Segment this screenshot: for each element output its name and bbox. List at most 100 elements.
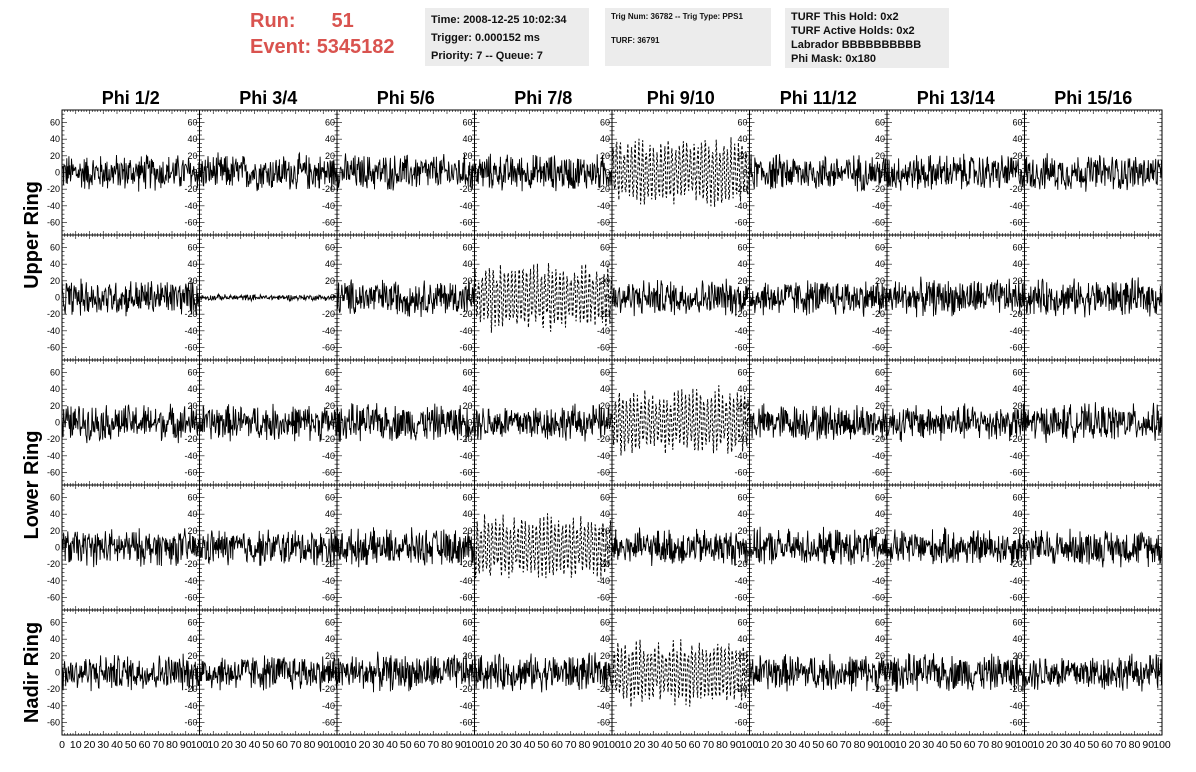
y-tick-label: 60: [600, 118, 610, 128]
y-tick-label: 60: [737, 243, 747, 253]
y-tick-label: 20: [737, 276, 747, 286]
y-tick-label: 40: [187, 509, 197, 519]
y-tick-label: -60: [47, 593, 60, 603]
waveform-panel: -60 -40 -20 0 20 40 60: [459, 234, 613, 361]
y-tick-label: -40: [1009, 451, 1022, 461]
event-label: Event:: [250, 36, 312, 58]
ring-label: Nadir Ring: [21, 622, 43, 723]
y-tick-label: 60: [600, 368, 610, 378]
y-tick-label: -60: [872, 468, 885, 478]
waveform-trace: [336, 279, 475, 318]
waveform-trace: [611, 527, 750, 567]
column-header: Phi 13/14: [917, 88, 995, 108]
y-tick-label: 40: [50, 384, 60, 394]
y-tick-label: 0: [605, 543, 610, 553]
y-tick-label: 40: [325, 509, 335, 519]
y-tick-label: 40: [600, 384, 610, 394]
y-tick-label: 20: [462, 526, 472, 536]
y-tick-label: 40: [187, 134, 197, 144]
waveform-trace: [749, 403, 888, 441]
y-tick-label: -20: [184, 184, 197, 194]
y-tick-label: 20: [325, 401, 335, 411]
turf-info-box: TURF This Hold: 0x2 TURF Active Holds: 0…: [785, 8, 949, 68]
y-tick-label: 60: [187, 493, 197, 503]
y-tick-label: -60: [47, 343, 60, 353]
y-tick-label: -40: [184, 326, 197, 336]
waveform-panel: -60 -40 -20 0 20 40 60: [597, 234, 750, 361]
y-tick-label: 60: [875, 368, 885, 378]
waveform-panel: -60 -40 -20 0 20 40 60: [322, 359, 475, 486]
y-tick-label: 0: [55, 418, 60, 428]
y-tick-label: 0: [605, 293, 610, 303]
column-header: Phi 3/4: [239, 88, 297, 108]
y-tick-label: -40: [459, 451, 472, 461]
column-header: Phi 15/16: [1054, 88, 1132, 108]
y-tick-label: 20: [325, 151, 335, 161]
y-tick-label: 20: [187, 401, 197, 411]
waveform-panel: -60 -40 -20 0 20 40 60: [47, 484, 200, 611]
y-tick-label: 60: [462, 243, 472, 253]
waveform-trace: [749, 280, 888, 317]
y-tick-label: -40: [734, 326, 747, 336]
event-value: 5345182: [316, 36, 395, 58]
y-tick-label: -40: [184, 576, 197, 586]
y-tick-label: -60: [734, 343, 747, 353]
waveform-panel: -60 -40 -20 0 20 40 60: [322, 109, 475, 236]
ring-label: Upper Ring: [21, 181, 43, 289]
y-tick-label: -40: [47, 326, 60, 336]
y-tick-label: -20: [872, 184, 885, 194]
y-tick-label: -40: [47, 451, 60, 461]
y-tick-label: 20: [50, 151, 60, 161]
y-tick-label: 40: [462, 259, 472, 269]
y-tick-label: 0: [330, 543, 335, 553]
y-tick-label: 20: [1012, 276, 1022, 286]
waveform-trace: [474, 263, 613, 333]
y-tick-label: -60: [322, 343, 335, 353]
y-tick-label: 40: [50, 509, 60, 519]
y-tick-label: -40: [872, 201, 885, 211]
waveform-trace: [61, 528, 200, 568]
y-tick-label: -60: [734, 218, 747, 228]
waveform-panel: -60 -40 -20 0 20 40 60: [459, 359, 613, 486]
y-tick-label: 20: [187, 276, 197, 286]
y-tick-label: -20: [597, 184, 610, 194]
waveform-trace: [474, 403, 613, 442]
y-tick-label: -40: [734, 451, 747, 461]
run-row: Run: 51: [250, 8, 395, 34]
y-tick-label: 60: [462, 493, 472, 503]
y-tick-label: -20: [459, 309, 472, 319]
y-tick-label: 60: [737, 118, 747, 128]
y-tick-label: 40: [737, 384, 747, 394]
y-tick-label: -60: [47, 468, 60, 478]
y-tick-label: -20: [734, 184, 747, 194]
y-tick-label: -60: [872, 343, 885, 353]
y-tick-label: 60: [50, 243, 60, 253]
y-tick-label: 60: [1012, 368, 1022, 378]
waveform-panel: -60 -40 -20 0 20 40 60: [184, 359, 338, 486]
y-tick-label: 0: [605, 168, 610, 178]
waveform-trace: [336, 403, 475, 442]
y-tick-label: 40: [325, 384, 335, 394]
waveform-trace: [886, 153, 1025, 191]
y-tick-label: 0: [742, 293, 747, 303]
y-tick-label: 60: [187, 368, 197, 378]
waveform-trace: [1024, 153, 1163, 192]
y-tick-label: -60: [184, 343, 197, 353]
waveform-panel: -60 -40 -20 0 20 40 60: [734, 234, 888, 361]
y-tick-label: -40: [322, 201, 335, 211]
y-tick-label: 40: [462, 509, 472, 519]
y-tick-label: 60: [1012, 243, 1022, 253]
y-tick-label: 40: [600, 509, 610, 519]
y-tick-label: 0: [742, 418, 747, 428]
y-tick-label: -60: [597, 343, 610, 353]
y-tick-label: -20: [597, 434, 610, 444]
y-tick-label: 0: [1017, 168, 1022, 178]
waveform-panel: -60 -40 -20 0 20 40 60: [734, 109, 888, 236]
y-tick-label: -60: [47, 218, 60, 228]
y-tick-label: 20: [875, 276, 885, 286]
y-tick-label: -40: [1009, 326, 1022, 336]
y-tick-label: 0: [330, 418, 335, 428]
y-tick-label: -20: [459, 559, 472, 569]
y-tick-label: 20: [50, 401, 60, 411]
